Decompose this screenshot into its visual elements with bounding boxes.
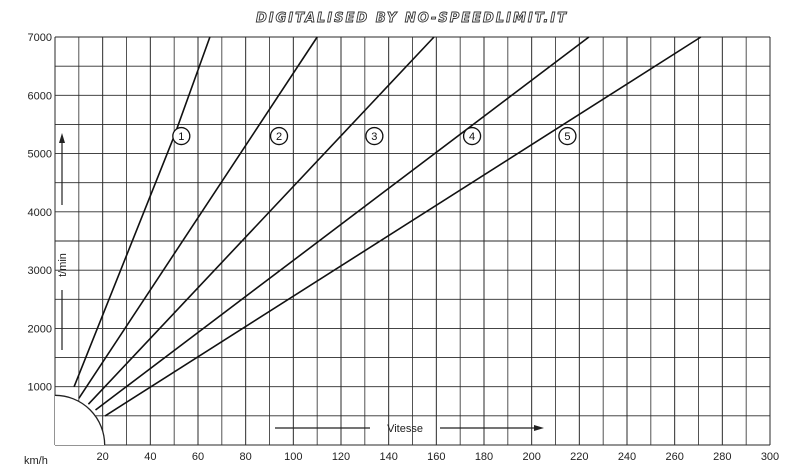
x-tick-label: 200	[522, 451, 540, 463]
series-line-5	[104, 36, 702, 417]
x-tick-label: 280	[713, 451, 731, 463]
x-unit-label: km/h	[24, 455, 48, 467]
series-marker-circle-1	[172, 126, 191, 146]
series-marker-circle-3	[365, 126, 384, 146]
y-tick-label: 1000	[28, 382, 52, 394]
y-tick-label: 3000	[28, 265, 52, 277]
x-tick-label: 40	[144, 451, 156, 463]
x-tick-label: 60	[192, 451, 204, 463]
series-group	[73, 36, 702, 417]
x-tick-label: 220	[570, 451, 588, 463]
x-tick-label: 260	[665, 451, 683, 463]
x-tick-label: 120	[332, 451, 350, 463]
series-marker-label-5: 5	[564, 131, 570, 143]
x-tick-labels: 20 40 60 80 100 120 140 160 180 200 220 240 260 280 30…	[97, 451, 780, 463]
origin-hub-arc	[54, 394, 106, 446]
y-axis-arrow-icon	[59, 133, 65, 143]
grid	[54, 36, 771, 446]
banner-text: DIGITALISED BY NO-SPEEDLIMIT.IT	[256, 11, 568, 26]
origin-hub	[54, 394, 106, 446]
x-tick-label: 240	[618, 451, 636, 463]
x-axis-label-group: Vitesse	[275, 423, 544, 435]
x-tick-label: 140	[379, 451, 397, 463]
y-axis-label: t/min	[57, 253, 69, 277]
series-marker-circle-4	[462, 126, 482, 146]
series-marker-label-3: 3	[371, 131, 377, 143]
x-tick-label: 80	[240, 451, 252, 463]
x-tick-label: 20	[97, 451, 109, 463]
series-line-3	[87, 36, 435, 405]
series-marker-circle-2	[269, 126, 289, 146]
y-tick-label: 5000	[28, 149, 52, 161]
series-line-2	[78, 36, 318, 399]
series-marker-label-4: 4	[469, 131, 475, 143]
y-axis-label-group: t/min	[57, 133, 69, 350]
y-tick-labels: 1000 2000 3000 4000 5000 6000 7000	[28, 32, 52, 394]
x-tick-label: 160	[427, 451, 445, 463]
x-tick-label: 180	[475, 451, 493, 463]
series-marker-circle-5	[558, 126, 577, 146]
series-line-4	[95, 36, 590, 411]
y-tick-label: 4000	[28, 207, 52, 219]
y-tick-label: 7000	[28, 32, 52, 44]
x-axis-label: Vitesse	[387, 423, 423, 435]
y-tick-label: 2000	[28, 323, 52, 335]
x-axis-arrow-icon	[534, 425, 544, 431]
x-tick-label: 300	[761, 451, 779, 463]
series-marker-label-2: 2	[276, 131, 282, 143]
series-marker-label-1: 1	[178, 131, 184, 143]
y-tick-label: 6000	[28, 90, 52, 102]
x-tick-label: 100	[284, 451, 302, 463]
series-markers: 1 2 3 4 5	[172, 126, 577, 146]
origin-hub-fill	[55, 395, 105, 445]
